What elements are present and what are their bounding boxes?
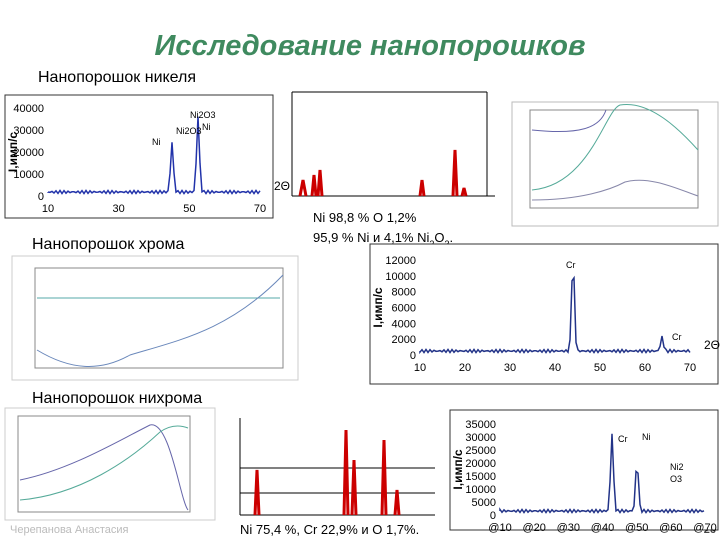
y-axis-label: I,имп/с (6, 132, 20, 173)
x-axis-label: 2Θ (704, 338, 720, 352)
x-tick-label: 60 (639, 362, 651, 374)
x-tick-label: @50 (625, 522, 648, 534)
y-tick-label: 2000 (392, 334, 416, 346)
section-heading: Нанопорошок хрома (32, 236, 185, 253)
caption-part: O (434, 230, 444, 245)
y-tick-label: 0 (410, 350, 416, 362)
y-tick-label: 0 (38, 191, 44, 203)
peak-label: Ni (152, 137, 161, 147)
dsc-chart (511, 101, 719, 227)
x-tick-label: 50 (594, 362, 606, 374)
peak-label: Ni2O3 (190, 110, 216, 120)
x-tick-label: @20 (522, 522, 545, 534)
peak-label: Ni (202, 122, 211, 132)
y-tick-label: 30000 (13, 125, 44, 137)
x-tick-label: 70 (254, 203, 266, 215)
xrd-chart: 40000 30000 20000 10000 010 30 50 70 I,имп/с 2Θ Ni… (4, 94, 290, 219)
x-tick-label: @30 (557, 522, 580, 534)
y-tick-label: 15000 (465, 471, 496, 483)
peak-label: Ni2O3 (176, 126, 202, 136)
edx-spectrum (285, 90, 495, 200)
y-tick-label: 40000 (13, 103, 44, 115)
y-tick-label: 0 (490, 510, 496, 522)
x-tick-label: 70 (684, 362, 696, 374)
caption-part: . (450, 230, 454, 245)
y-tick-label: 30000 (465, 432, 496, 444)
xrd-curve (499, 433, 705, 515)
y-tick-label: 35000 (465, 419, 496, 431)
x-tick-label: @10 (488, 522, 511, 534)
peak-label: Ni2 (670, 462, 684, 472)
y-tick-label: 25000 (465, 445, 496, 457)
x-tick-label: @40 (591, 522, 614, 534)
peak-label: Cr (672, 332, 682, 342)
dsc-chart (4, 407, 216, 521)
y-tick-label: 20000 (465, 458, 496, 470)
y-axis-label: I,имп/с (371, 287, 385, 328)
x-tick-label: 20 (459, 362, 471, 374)
chart-frame (369, 243, 719, 385)
peak-label: Cr (618, 434, 628, 444)
y-axis-label: I,имп/с (451, 449, 465, 490)
caption-part: 95,9 % Ni и 4,1% Ni (313, 230, 429, 245)
x-tick-label: 10 (414, 362, 426, 374)
x-tick-label: 30 (504, 362, 516, 374)
peak-label: O3 (670, 474, 682, 484)
slide-title: Исследование нанопорошков (154, 30, 585, 62)
x-tick-label: 30 (113, 203, 125, 215)
x-axis-label: 2Θ (274, 179, 290, 193)
y-tick-label: 10000 (465, 484, 496, 496)
chart-frame (4, 94, 274, 219)
y-tick-label: 5000 (472, 497, 496, 509)
y-tick-label: 12000 (385, 255, 416, 267)
x-tick-label: 10 (42, 203, 54, 215)
y-tick-label: 8000 (392, 287, 416, 299)
xrd-chart: 12000 10000 8000 6000 4000 2000 010 20 30 40 50 60 7… (369, 243, 720, 385)
caption: Ni 98,8 % O 1,2% (313, 210, 417, 225)
x-tick-label: 40 (549, 362, 561, 374)
dsc-chart (11, 255, 299, 381)
author: Черепанова Анастасия (10, 524, 129, 536)
edx-spectrum (239, 418, 435, 516)
y-tick-label: 6000 (392, 303, 416, 315)
section-heading: Нанопорошок нихрома (32, 390, 202, 407)
y-tick-label: 10000 (13, 169, 44, 181)
y-tick-label: 20000 (13, 147, 44, 159)
y-tick-label: 4000 (392, 318, 416, 330)
x-tick-label: @60 (659, 522, 682, 534)
y-tick-label: 10000 (385, 271, 416, 283)
xrd-curve (419, 275, 691, 355)
section-heading: Нанопорошок никеля (38, 69, 196, 86)
xrd-curve (47, 116, 261, 195)
peak-label: Cr (566, 260, 576, 270)
x-tick-label: @70 (693, 522, 716, 534)
caption: Ni 75,4 %, Cr 22,9% и O 1,7%. (240, 522, 419, 537)
peak-label: Ni (642, 432, 651, 442)
x-tick-label: 50 (183, 203, 195, 215)
